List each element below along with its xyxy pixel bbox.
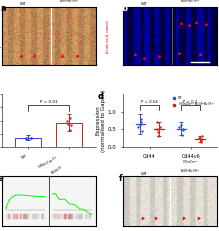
- Text: $VillinCre^{f/+}$
$Bcl9^{f/f}Bcl9l^{f/f}$: $VillinCre^{f/+}$ $Bcl9^{f/f}Bcl9l^{f/f}…: [180, 0, 201, 5]
- Bar: [56, 123, 82, 147]
- Point: [24, 136, 28, 140]
- Point: [158, 125, 162, 128]
- Point: [180, 133, 184, 137]
- Point: [136, 125, 140, 128]
- Point: [65, 119, 69, 123]
- Y-axis label: Expression
(normalised to Gapdh): Expression (normalised to Gapdh): [96, 89, 106, 152]
- Point: [199, 140, 202, 143]
- Point: [156, 134, 159, 137]
- Point: [69, 129, 72, 132]
- Text: $VillinCre^{f/+}$
$Bcl9^{f/f}Bcl9l^{f/f}$: $VillinCre^{f/+}$ $Bcl9^{f/f}Bcl9l^{f/f}…: [180, 159, 201, 175]
- Point: [26, 136, 30, 140]
- Point: [70, 123, 73, 127]
- Text: b: b: [122, 4, 128, 13]
- Point: [25, 137, 28, 140]
- Point: [139, 123, 142, 127]
- Legend: WT, $VillinCre^{f/+}Bcl9^{f/f}Bcl9l^{f/f}$: WT, $VillinCre^{f/+}Bcl9^{f/f}Bcl9l^{f/f…: [173, 96, 215, 108]
- Text: P = 0.03: P = 0.03: [40, 100, 58, 104]
- Y-axis label: β-catenin: β-catenin: [0, 24, 2, 47]
- Text: a: a: [0, 4, 6, 13]
- Text: $\beta$-catenin β-catenin: $\beta$-catenin β-catenin: [104, 18, 112, 54]
- Point: [68, 116, 71, 120]
- Point: [182, 128, 185, 132]
- Point: [66, 122, 70, 126]
- Text: f: f: [119, 174, 123, 183]
- Text: P = 0.2: P = 0.2: [184, 100, 198, 104]
- Point: [155, 127, 159, 131]
- Point: [177, 125, 181, 128]
- Point: [140, 117, 143, 121]
- Point: [197, 136, 201, 140]
- Point: [180, 123, 183, 127]
- Text: P = 0.54: P = 0.54: [141, 100, 158, 104]
- Text: WT: WT: [19, 2, 26, 6]
- Text: d: d: [97, 92, 103, 101]
- Point: [199, 138, 203, 142]
- Point: [156, 120, 159, 124]
- Point: [140, 129, 143, 133]
- Point: [29, 136, 33, 140]
- Text: WT: WT: [141, 2, 147, 6]
- Text: e: e: [0, 174, 3, 183]
- Text: WT: WT: [141, 172, 147, 176]
- Point: [199, 137, 203, 141]
- Point: [139, 120, 143, 124]
- Bar: [15, 138, 41, 147]
- Text: $VillinCre^{f/+}$
$Bcl9^{f/f}Bcl9l^{f/f}$: $VillinCre^{f/+}$ $Bcl9^{f/f}Bcl9l^{f/f}…: [59, 0, 80, 5]
- Point: [200, 134, 204, 138]
- Point: [156, 130, 159, 134]
- Point: [181, 127, 185, 131]
- Point: [30, 136, 33, 140]
